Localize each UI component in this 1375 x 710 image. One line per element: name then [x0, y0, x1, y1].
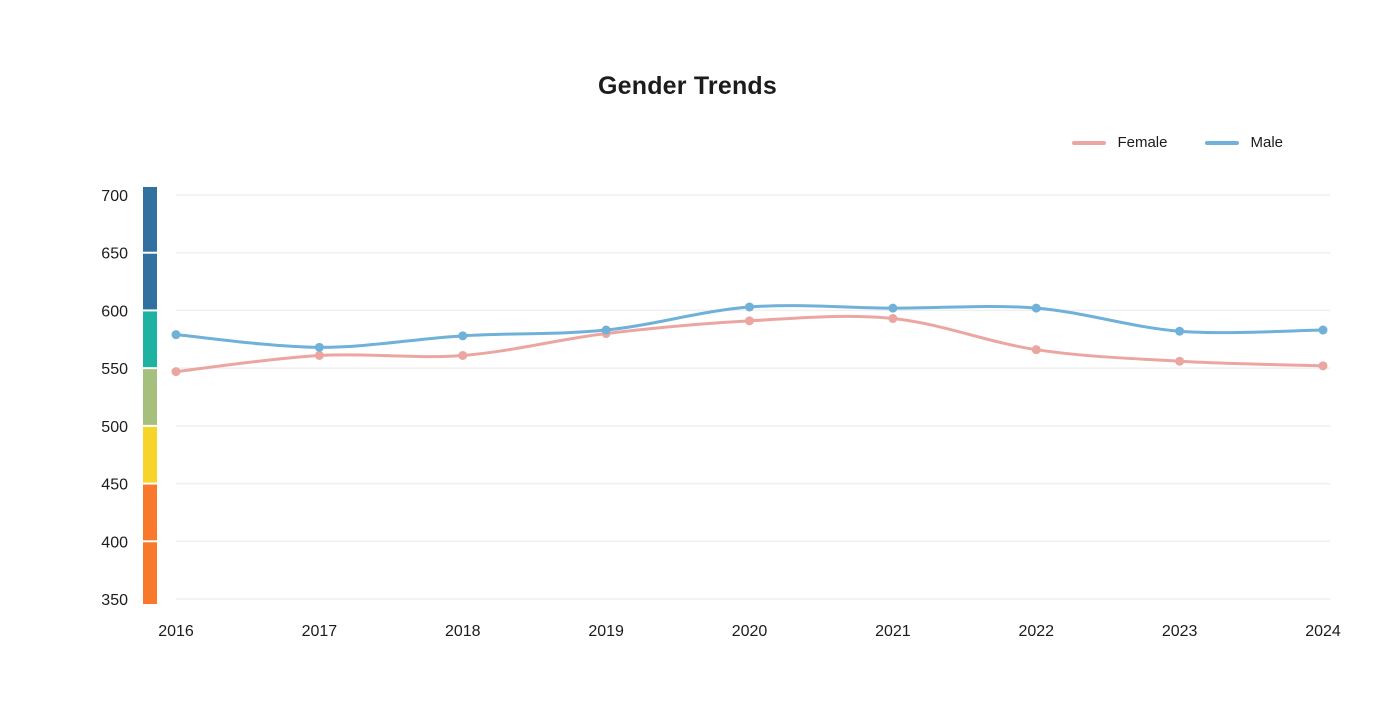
x-tick-label: 2016 [158, 623, 194, 640]
male-data-point[interactable] [888, 303, 898, 313]
legend-item-male[interactable]: Male [1205, 134, 1283, 151]
male-data-point[interactable] [601, 325, 611, 335]
x-tick-label: 2019 [588, 623, 624, 640]
x-tick-label: 2020 [732, 623, 768, 640]
female-data-point[interactable] [458, 350, 468, 360]
x-tick-label: 2021 [875, 623, 911, 640]
y-axis-color-bar-segment [143, 187, 157, 252]
male-data-point[interactable] [171, 330, 181, 340]
male-data-point[interactable] [314, 342, 324, 352]
y-axis-color-bar-segment [143, 484, 157, 541]
female-data-point[interactable] [1031, 345, 1041, 355]
female-data-point[interactable] [1318, 361, 1328, 371]
female-data-point[interactable] [314, 350, 324, 360]
x-tick-label: 2022 [1018, 623, 1054, 640]
x-tick-label: 2017 [302, 623, 338, 640]
female-data-point[interactable] [171, 367, 181, 377]
y-axis-color-bar-segment [143, 426, 157, 483]
male-data-point[interactable] [1175, 326, 1185, 336]
male-data-point[interactable] [1318, 325, 1328, 335]
male-data-point[interactable] [1031, 303, 1041, 313]
y-tick-label: 400 [101, 534, 128, 551]
y-axis-color-bar-segment [143, 542, 157, 604]
chart-title: Gender Trends [597, 72, 778, 100]
y-tick-label: 350 [101, 592, 128, 609]
x-tick-label: 2024 [1305, 623, 1341, 640]
female-series-swatch [1072, 140, 1107, 145]
y-tick-label: 500 [101, 419, 128, 436]
y-tick-label: 700 [101, 188, 128, 205]
x-tick-label: 2018 [445, 623, 481, 640]
legend-item-female[interactable]: Female [1072, 134, 1167, 151]
y-tick-label: 600 [101, 303, 128, 320]
legend-label-male: Male [1250, 134, 1283, 151]
y-tick-label: 650 [101, 246, 128, 263]
y-axis-color-bar-segment [143, 369, 157, 425]
male-data-point[interactable] [745, 302, 754, 312]
y-axis-color-bar-segment [143, 253, 157, 310]
male-series-line [174, 304, 1325, 349]
legend: Female Male [1072, 134, 1283, 151]
x-tick-label: 2023 [1162, 623, 1198, 640]
female-data-point[interactable] [1175, 356, 1185, 366]
male-data-point[interactable] [458, 331, 468, 341]
legend-label-female: Female [1117, 134, 1168, 151]
y-tick-label: 450 [101, 477, 128, 494]
y-tick-label: 550 [101, 361, 128, 378]
y-axis-color-bar-segment [143, 311, 157, 368]
female-data-point[interactable] [888, 314, 898, 324]
male-series-swatch [1205, 140, 1240, 145]
female-data-point[interactable] [745, 316, 754, 326]
